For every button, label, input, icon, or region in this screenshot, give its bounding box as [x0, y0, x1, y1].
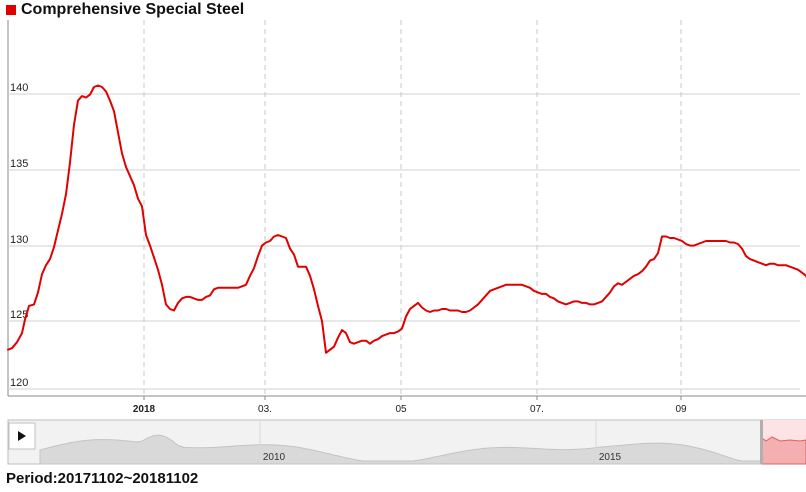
x-tick-label: 07. [530, 404, 544, 415]
x-tick-label: 2018 [133, 404, 156, 415]
navigator-handle[interactable] [760, 420, 763, 464]
x-tick-label: 09 [675, 404, 687, 415]
chart-title: Comprehensive Special Steel [21, 1, 245, 18]
play-button-box [8, 422, 36, 450]
chart-header: Comprehensive Special Steel [0, 0, 806, 20]
y-tick-label: 120 [10, 377, 28, 389]
play-icon [18, 431, 26, 441]
y-tick-label: 130 [10, 234, 28, 246]
x-tick-label: 03. [258, 404, 272, 415]
title-marker [6, 5, 16, 15]
navigator-history-area [39, 434, 763, 465]
y-tick-label: 135 [10, 158, 28, 170]
navigator-year-label: 2010 [263, 452, 286, 463]
x-tick-label: 05 [395, 404, 407, 415]
navigator-year-label: 2015 [599, 452, 622, 463]
play-button[interactable] [9, 423, 35, 449]
y-tick-label: 140 [10, 82, 28, 94]
period-label: Period:20171102~20181102 [6, 470, 199, 487]
price-line [7, 84, 806, 354]
y-tick-label: 125 [10, 309, 28, 321]
navigator-selected-area [761, 436, 806, 465]
